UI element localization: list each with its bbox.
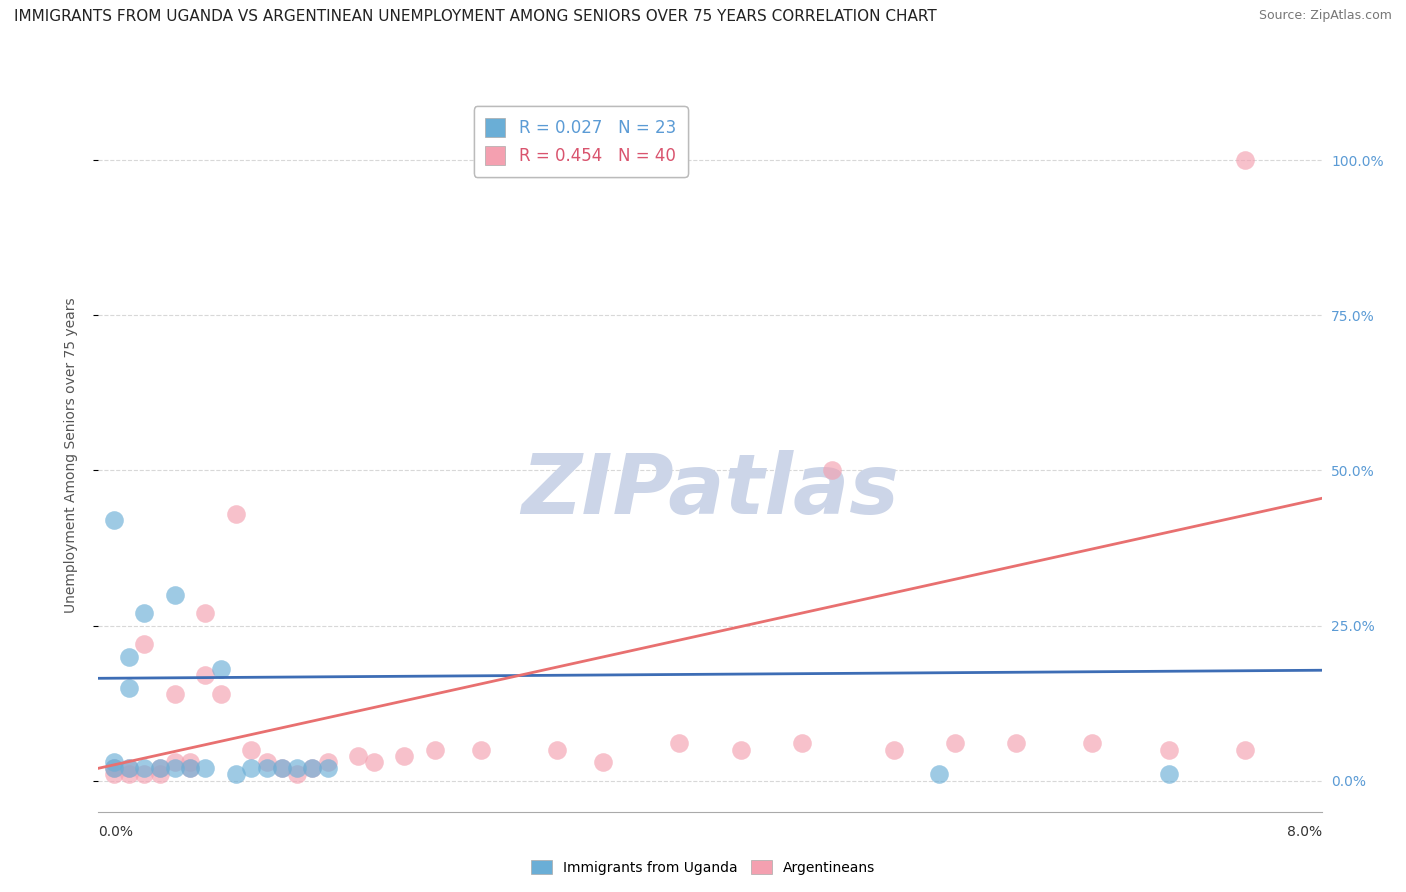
Point [730,742,752,756]
Point [103,755,125,769]
Text: Source: ZipAtlas.com: Source: ZipAtlas.com [1258,9,1392,22]
Point [163,687,186,701]
Point [179,755,201,769]
Y-axis label: Unemployment Among Seniors over 75 years: Unemployment Among Seniors over 75 years [63,297,77,613]
Point [103,761,125,775]
Point [1004,736,1026,750]
Point [134,767,156,781]
Point [163,588,186,602]
Point [240,761,263,775]
Point [118,681,141,695]
Point [1234,742,1257,756]
Point [118,767,141,781]
Point [256,755,278,769]
Point [194,761,217,775]
Point [790,736,813,750]
Point [118,649,141,664]
Point [592,755,614,769]
Point [149,761,172,775]
Text: ZIPatlas: ZIPatlas [522,450,898,531]
Point [103,761,125,775]
Point [103,767,125,781]
Point [240,742,263,756]
Point [134,606,156,620]
Point [1234,153,1257,168]
Point [194,606,217,620]
Point [1081,736,1104,750]
Point [301,761,323,775]
Point [179,761,201,775]
Point [270,761,294,775]
Point [270,761,294,775]
Point [928,767,950,781]
Point [423,742,446,756]
Point [285,767,308,781]
Point [316,755,339,769]
Point [316,761,339,775]
Text: IMMIGRANTS FROM UGANDA VS ARGENTINEAN UNEMPLOYMENT AMONG SENIORS OVER 75 YEARS C: IMMIGRANTS FROM UGANDA VS ARGENTINEAN UN… [14,9,936,24]
Point [149,761,172,775]
Point [179,761,201,775]
Point [883,742,905,756]
Point [347,748,370,763]
Point [118,761,141,775]
Text: 0.0%: 0.0% [98,825,134,839]
Point [225,507,247,521]
Point [163,761,186,775]
Point [134,637,156,651]
Point [225,767,247,781]
Point [301,761,323,775]
Point [134,761,156,775]
Point [103,513,125,527]
Point [1157,742,1180,756]
Point [209,687,232,701]
Point [256,761,278,775]
Point [470,742,492,756]
Legend: Immigrants from Uganda, Argentineans: Immigrants from Uganda, Argentineans [524,855,882,880]
Point [546,742,568,756]
Point [285,761,308,775]
Point [118,761,141,775]
Point [392,748,416,763]
Point [149,767,172,781]
Legend: R = 0.027   N = 23, R = 0.454   N = 40: R = 0.027 N = 23, R = 0.454 N = 40 [474,106,688,177]
Point [1157,767,1180,781]
Point [163,755,186,769]
Point [363,755,385,769]
Text: 8.0%: 8.0% [1286,825,1322,839]
Point [943,736,966,750]
Point [821,463,844,477]
Point [668,736,690,750]
Point [194,668,217,682]
Point [209,662,232,676]
